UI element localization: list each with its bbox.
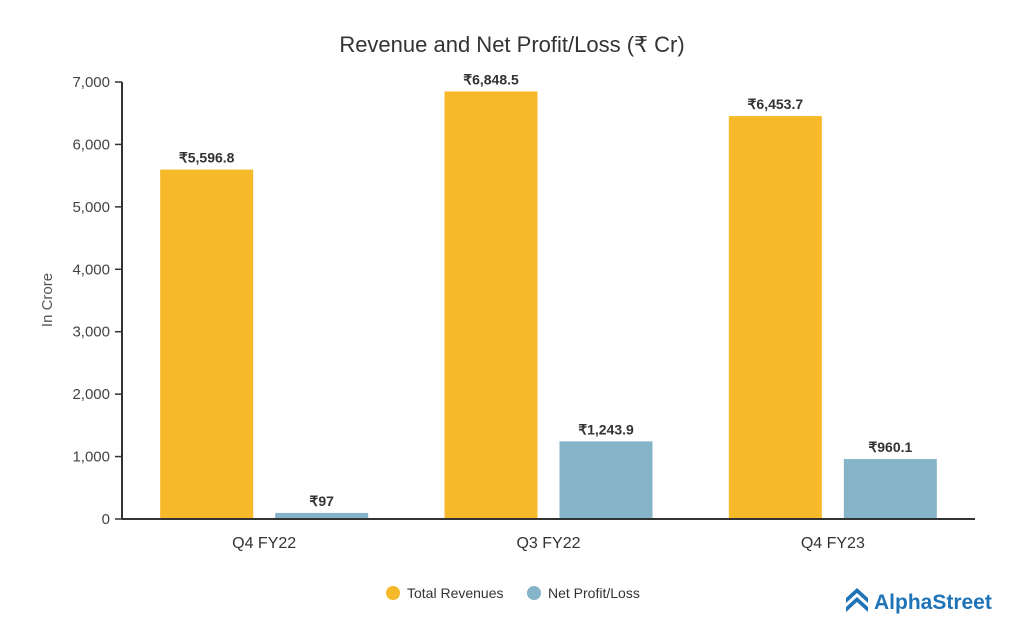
- x-axis: Q4 FY22 Q3 FY22 Q4 FY23: [122, 518, 975, 552]
- bars: ₹5,596.8 ₹97 ₹6,848.5 ₹1,243.9 ₹6,453.7 ₹960.…: [160, 71, 937, 519]
- legend-swatch: [527, 586, 541, 600]
- data-label-net-profit-loss: ₹960.1: [868, 439, 912, 455]
- data-label-total-revenues: ₹5,596.8: [179, 150, 235, 166]
- y-tick-label: 5,000: [72, 199, 110, 216]
- x-tick-label: Q4 FY23: [801, 535, 865, 552]
- y-tick-label: 6,000: [72, 136, 110, 153]
- y-tick-label: 0: [102, 511, 110, 528]
- bar-net-profit-loss: [275, 512, 369, 519]
- y-tick-label: 7,000: [72, 74, 110, 91]
- bar-total-revenues: [728, 116, 822, 519]
- y-tick-label: 2,000: [72, 386, 110, 403]
- data-label-net-profit-loss: ₹97: [309, 493, 334, 509]
- bar-net-profit-loss: [843, 459, 937, 519]
- y-axis-label: In Crore: [39, 273, 56, 327]
- x-tick-label: Q4 FY22: [232, 535, 296, 552]
- bar-total-revenues: [444, 91, 538, 519]
- legend-label: Net Profit/Loss: [548, 585, 640, 601]
- data-label-total-revenues: ₹6,848.5: [463, 71, 519, 87]
- y-tick-label: 3,000: [72, 324, 110, 341]
- legend-label: Total Revenues: [407, 585, 504, 601]
- alphastreet-logo-text: AlphaStreet: [874, 591, 992, 614]
- data-label-total-revenues: ₹6,453.7: [748, 96, 804, 112]
- legend: Total Revenues Net Profit/Loss: [386, 585, 640, 601]
- y-tick-label: 4,000: [72, 261, 110, 278]
- data-label-net-profit-loss: ₹1,243.9: [578, 421, 634, 437]
- alphastreet-logo-icon: [846, 588, 868, 612]
- x-tick-label: Q3 FY22: [516, 535, 580, 552]
- y-tick-label: 1,000: [72, 449, 110, 466]
- bar-total-revenues: [160, 169, 254, 519]
- bar-net-profit-loss: [559, 441, 653, 519]
- y-axis: 0 1,000 2,000 3,000 4,000 5,000 6,000 7,000: [72, 74, 123, 528]
- chart-title: Revenue and Net Profit/Loss (₹ Cr): [339, 32, 684, 57]
- legend-swatch: [386, 586, 400, 600]
- alphastreet-logo: AlphaStreet: [846, 588, 992, 614]
